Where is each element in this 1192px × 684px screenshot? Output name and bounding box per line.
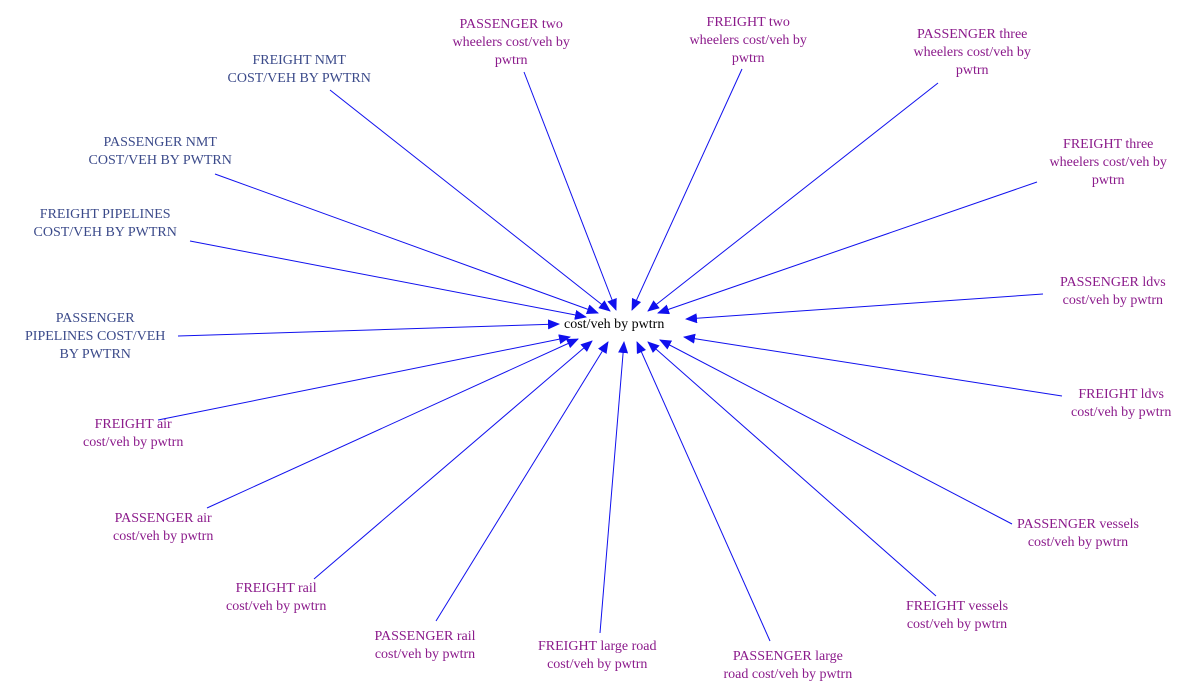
arrow-freight-large-road xyxy=(599,341,629,634)
node-passenger-nmt: PASSENGER NMT COST/VEH BY PWTRN xyxy=(89,134,232,170)
node-label-line: FREIGHT PIPELINES xyxy=(39,207,171,222)
node-passenger-pipelines: PASSENGER PIPELINES COST/VEH BY PWTRN xyxy=(25,310,165,364)
node-passenger-three-wheelers: PASSENGER three wheelers cost/veh by pwtrn xyxy=(914,26,1031,80)
node-label-line: PASSENGER large xyxy=(732,649,843,664)
node-label-line: wheelers cost/veh by xyxy=(452,35,570,50)
node-label-line: PASSENGER rail xyxy=(374,629,476,644)
arrow-passenger-vessels xyxy=(659,339,1013,525)
arrow-freight-nmt xyxy=(329,89,611,312)
arrow-passenger-three-wheelers xyxy=(647,82,939,312)
node-label-line: FREIGHT vessels xyxy=(906,599,1009,614)
node-freight-ldvs: FREIGHT ldvs cost/veh by pwtrn xyxy=(1071,386,1171,422)
arrow-freight-air xyxy=(157,334,571,421)
arrow-passenger-nmt xyxy=(214,173,599,314)
node-label-line: PASSENGER xyxy=(55,311,135,326)
node-label-line: FREIGHT two xyxy=(706,15,790,30)
node-label-line: cost/veh by pwtrn xyxy=(374,647,476,662)
node-label-line: pwtrn xyxy=(731,51,765,66)
node-label-line: PASSENGER ldvs xyxy=(1060,275,1166,290)
node-label-line: FREIGHT air xyxy=(94,417,172,432)
node-label-line: FREIGHT large road xyxy=(538,639,657,654)
node-label-line: cost/veh by pwtrn xyxy=(226,599,327,614)
node-label-line: PASSENGER three xyxy=(917,27,1028,42)
node-freight-large-road: FREIGHT large road cost/veh by pwtrn xyxy=(538,638,656,674)
node-label-line: road cost/veh by pwtrn xyxy=(723,667,853,682)
arrow-passenger-two-wheelers xyxy=(523,71,617,311)
node-label-line: wheelers cost/veh by xyxy=(689,33,807,48)
node-label-line: PASSENGER vessels xyxy=(1017,517,1140,532)
node-label-line: cost/veh by pwtrn xyxy=(83,435,184,450)
node-label-line: FREIGHT ldvs xyxy=(1078,387,1165,402)
node-label-line: wheelers cost/veh by xyxy=(1049,155,1167,170)
node-freight-air: FREIGHT air cost/veh by pwtrn xyxy=(83,416,183,452)
node-label-line: COST/VEH BY PWTRN xyxy=(33,225,177,240)
arrow-freight-pipelines xyxy=(189,240,587,320)
node-label-line: PASSENGER two xyxy=(459,17,563,32)
node-label-line: wheelers cost/veh by xyxy=(913,45,1031,60)
node-label-line: FREIGHT NMT xyxy=(252,53,346,68)
node-passenger-vessels: PASSENGER vessels cost/veh by pwtrn xyxy=(1017,516,1139,552)
arrow-passenger-large-road xyxy=(636,341,771,642)
node-label-line: cost/veh by pwtrn xyxy=(1071,405,1172,420)
node-passenger-ldvs: PASSENGER ldvs cost/veh by pwtrn xyxy=(1060,274,1166,310)
node-label-line: pwtrn xyxy=(494,53,528,68)
node-label-line: PASSENGER air xyxy=(114,511,212,526)
arrow-passenger-air xyxy=(206,338,579,509)
node-passenger-air: PASSENGER air cost/veh by pwtrn xyxy=(113,510,213,546)
node-label-line: FREIGHT rail xyxy=(235,581,317,596)
node-passenger-two-wheelers: PASSENGER two wheelers cost/veh by pwtrn xyxy=(453,16,570,70)
arrow-freight-two-wheelers xyxy=(631,68,743,311)
arrow-passenger-pipelines xyxy=(177,319,560,337)
arrow-passenger-rail xyxy=(435,341,609,622)
node-freight-vessels: FREIGHT vessels cost/veh by pwtrn xyxy=(906,598,1008,634)
node-freight-nmt: FREIGHT NMT COST/VEH BY PWTRN xyxy=(228,52,371,88)
node-passenger-large-road: PASSENGER large road cost/veh by pwtrn xyxy=(724,648,853,684)
node-label-line: COST/VEH BY PWTRN xyxy=(227,71,371,86)
node-label-line: cost/veh by pwtrn xyxy=(1027,535,1129,550)
arrow-freight-three-wheelers xyxy=(657,181,1038,315)
node-freight-rail: FREIGHT rail cost/veh by pwtrn xyxy=(226,580,326,616)
arrow-freight-vessels xyxy=(647,341,937,597)
arrows-group xyxy=(157,68,1063,642)
node-label-line: COST/VEH BY PWTRN xyxy=(88,153,232,168)
node-freight-three-wheelers: FREIGHT three wheelers cost/veh by pwtrn xyxy=(1050,136,1167,190)
node-label-line: cost/veh by pwtrn xyxy=(906,617,1008,632)
node-label-line: pwtrn xyxy=(955,63,989,78)
node-label-line: pwtrn xyxy=(1091,173,1125,188)
node-label-line: PIPELINES COST/VEH xyxy=(25,329,166,344)
node-freight-pipelines: FREIGHT PIPELINES COST/VEH BY PWTRN xyxy=(34,206,177,242)
node-label-line: cost/veh by pwtrn xyxy=(547,657,648,672)
node-passenger-rail: PASSENGER rail cost/veh by pwtrn xyxy=(375,628,476,664)
arrow-passenger-ldvs xyxy=(685,293,1044,324)
node-label-line: cost/veh by pwtrn xyxy=(113,529,214,544)
node-label-line: PASSENGER NMT xyxy=(103,135,217,150)
node-label-line: cost/veh by pwtrn xyxy=(1062,293,1163,308)
node-label-line: FREIGHT three xyxy=(1063,137,1154,152)
node-label-line: BY PWTRN xyxy=(59,347,131,362)
arrow-freight-rail xyxy=(313,340,593,580)
center-node-cost-veh-by-pwtrn: cost/veh by pwtrn xyxy=(564,317,665,332)
node-freight-two-wheelers: FREIGHT two wheelers cost/veh by pwtrn xyxy=(690,14,807,68)
arrow-freight-ldvs xyxy=(683,333,1063,397)
